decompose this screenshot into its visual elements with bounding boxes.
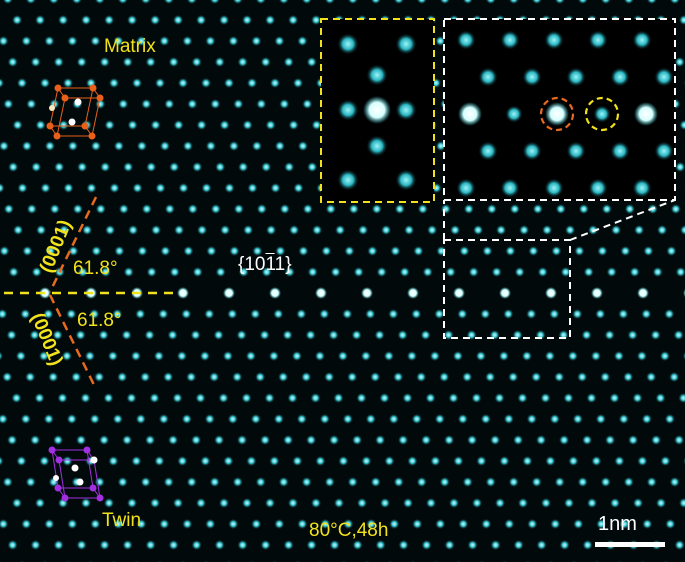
twin-label: Twin: [102, 510, 142, 531]
zoom-connector-right: [569, 199, 676, 241]
highlight-circle-orange: [539, 96, 575, 132]
twin-unit-cell-icon: [48, 446, 104, 502]
condition-label: 80°C,48h: [309, 520, 389, 541]
angle-label-lower: 61.8°: [77, 310, 122, 331]
matrix-label: Matrix: [104, 36, 156, 57]
basal-plane-line-twin: [48, 294, 98, 390]
basal-plane-line-matrix: [48, 196, 98, 293]
selection-box: [443, 239, 571, 339]
scale-bar-label: 1nm: [598, 513, 637, 535]
twin-plane-text: {10: [238, 254, 266, 275]
twin-plane-overbar: 1: [265, 254, 275, 275]
twin-plane-text-end: 1}: [274, 254, 292, 275]
inset-single-column: [320, 18, 435, 203]
matrix-unit-cell-icon: [46, 84, 104, 140]
twin-plane-label: {1011}: [238, 254, 292, 276]
highlight-circle-yellow: [584, 96, 620, 132]
inset-boundary-zoom: [443, 18, 676, 201]
scale-bar-line: [595, 542, 665, 547]
angle-label-upper: 61.8°: [73, 258, 118, 279]
